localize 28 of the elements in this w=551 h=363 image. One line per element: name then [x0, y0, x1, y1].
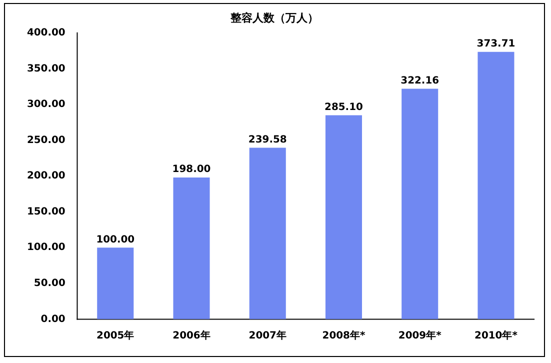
- y-tick-label: 300.00: [26, 99, 66, 110]
- y-tick-label: 50.00: [34, 278, 66, 290]
- y-tick-label: 250.00: [26, 134, 66, 146]
- data-label: 285.10: [324, 102, 364, 113]
- y-tick-label: 100.00: [26, 242, 66, 254]
- data-label: 198.00: [172, 164, 211, 176]
- x-tick-label: 2009年*: [398, 330, 442, 342]
- x-tick-label: 2008年*: [322, 330, 366, 342]
- chart-title: 整容人数（万人）: [229, 11, 319, 24]
- data-label: 322.16: [400, 75, 440, 86]
- data-label: 373.71: [476, 38, 516, 50]
- y-tick-label: 0.00: [40, 314, 66, 325]
- x-tick-label: 2007年: [248, 330, 286, 342]
- data-label: 239.58: [248, 134, 287, 146]
- y-tick-label: 350.00: [26, 63, 66, 74]
- bar: [97, 248, 134, 320]
- x-tick-label: 2006年: [172, 330, 210, 342]
- bar: [478, 52, 514, 320]
- bar: [325, 115, 362, 320]
- y-tick-label: 150.00: [26, 206, 66, 218]
- data-label: 100.00: [96, 234, 135, 246]
- bar: [402, 88, 438, 320]
- bar: [249, 148, 286, 320]
- x-tick-label: 2005年: [96, 330, 134, 342]
- y-tick-label: 200.00: [26, 170, 66, 182]
- bar: [173, 178, 210, 320]
- x-tick-label: 2010年*: [474, 330, 518, 342]
- y-tick-label: 400.00: [26, 28, 66, 39]
